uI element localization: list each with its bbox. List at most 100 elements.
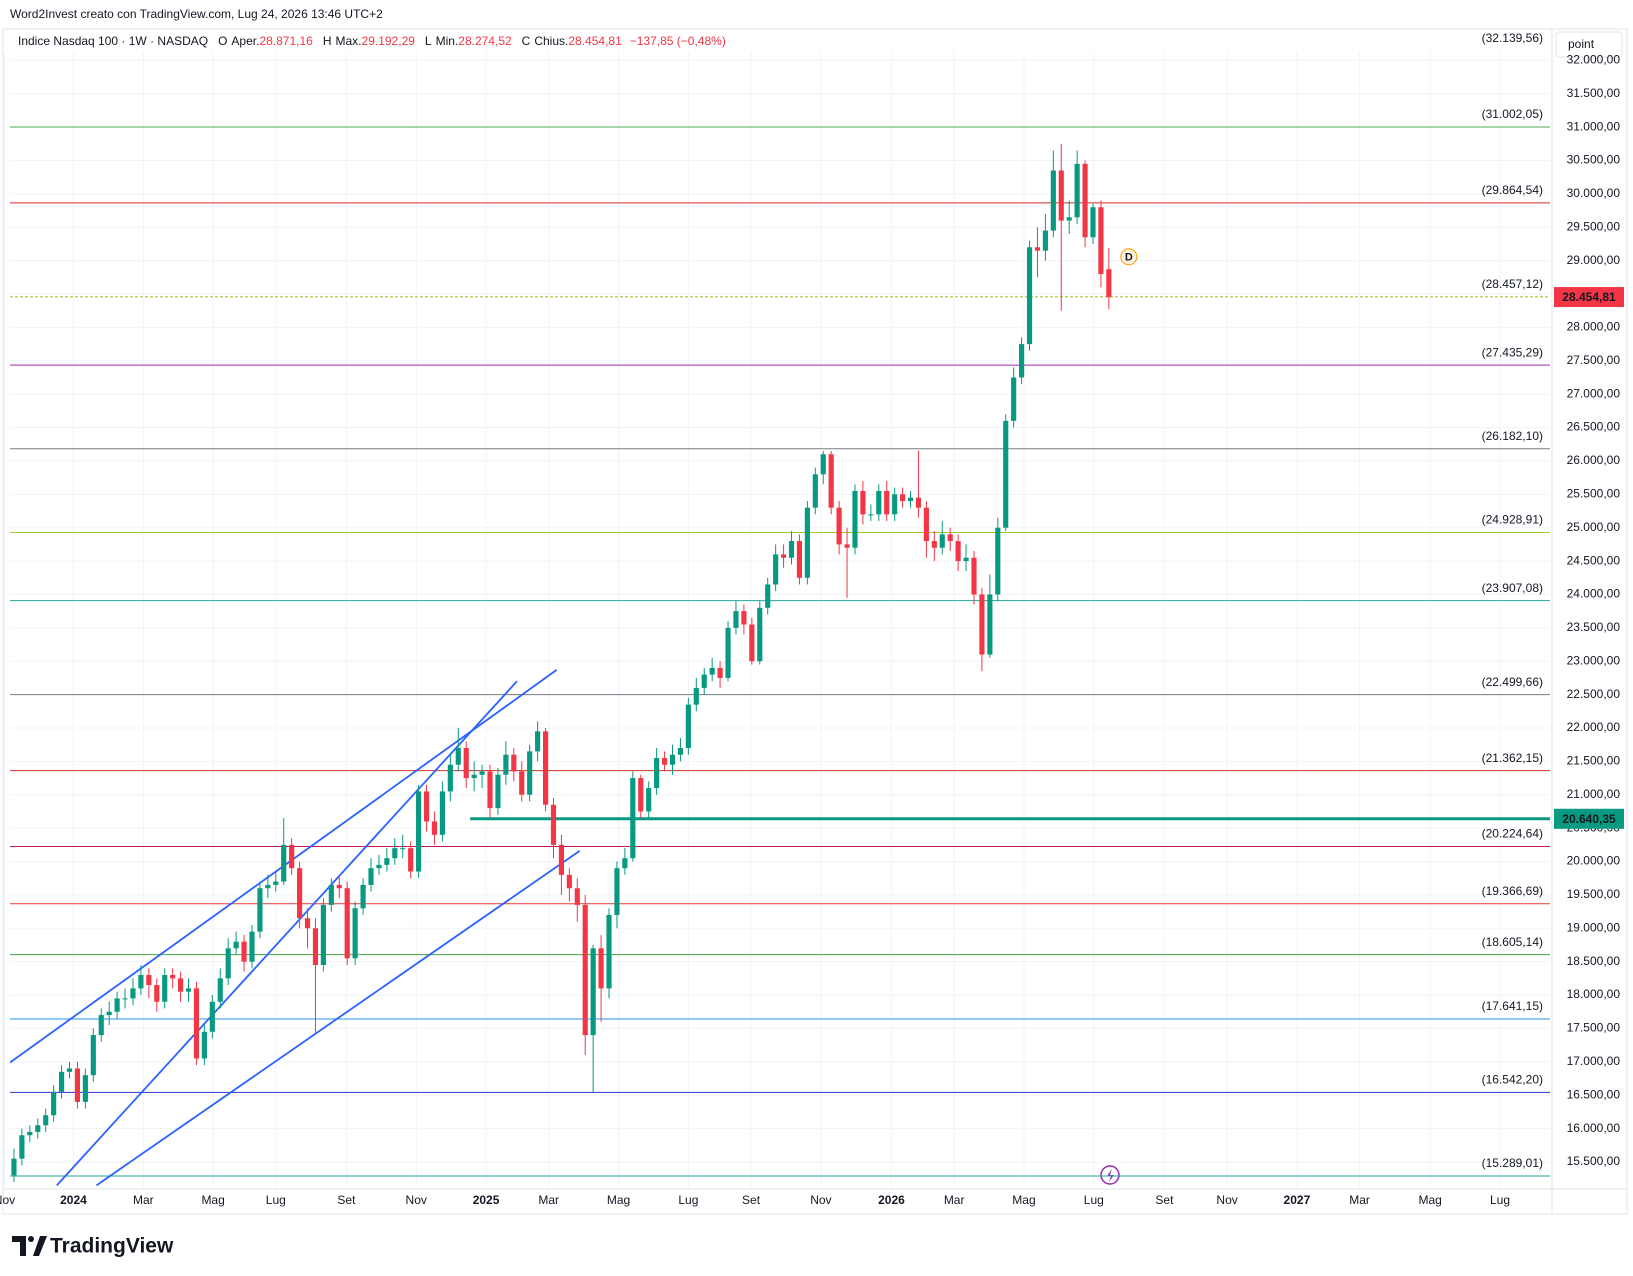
logo-icon bbox=[33, 1236, 47, 1256]
x-tick-label: Mag bbox=[201, 1193, 224, 1207]
candle-body bbox=[590, 948, 596, 1036]
candle-body bbox=[455, 748, 461, 765]
candle-body bbox=[408, 848, 414, 872]
candle-body bbox=[757, 607, 763, 662]
candle-body bbox=[90, 1035, 96, 1076]
logo-icon bbox=[12, 1236, 26, 1256]
candle-body bbox=[1019, 344, 1025, 378]
logo-text: TradingView bbox=[50, 1235, 174, 1258]
y-tick-label: 30.500,00 bbox=[1567, 153, 1621, 167]
candle-body bbox=[717, 667, 723, 678]
candle-body bbox=[622, 858, 628, 869]
y-tick-label: 22.500,00 bbox=[1567, 687, 1621, 701]
candle-body bbox=[725, 627, 731, 678]
candle-body bbox=[1026, 247, 1033, 345]
legend-close-label: 28.454,81 bbox=[568, 34, 622, 48]
candle-body bbox=[868, 514, 874, 516]
level-label: (27.435,29) bbox=[1482, 345, 1543, 359]
candle-body bbox=[193, 988, 200, 1059]
level-label: (31.002,05) bbox=[1482, 107, 1543, 121]
legend-high-label: 29.192,29 bbox=[362, 34, 416, 48]
candle-body bbox=[74, 1068, 81, 1102]
candle-body bbox=[542, 731, 549, 805]
event-marker bbox=[1120, 248, 1138, 266]
y-tick-label: 25.500,00 bbox=[1567, 486, 1621, 500]
candle-body bbox=[1090, 207, 1096, 238]
x-tick-label: Nov bbox=[1216, 1193, 1237, 1207]
candle-body bbox=[297, 868, 303, 919]
candle-body bbox=[844, 544, 850, 548]
legend-symbol: Indice Nasdaq 100 · 1W · NASDAQ bbox=[18, 34, 208, 48]
candle-body bbox=[638, 778, 644, 812]
candle-body bbox=[431, 821, 438, 835]
lightning-icon[interactable] bbox=[1100, 1165, 1120, 1185]
candle-body bbox=[225, 948, 231, 979]
candle-body bbox=[701, 674, 707, 688]
legend: Indice Nasdaq 100 · 1W · NASDAQ O Aper.28.… bbox=[18, 34, 726, 48]
header-text: Word2Invest creato con TradingView.com, … bbox=[10, 7, 383, 21]
level-label: (22.499,66) bbox=[1482, 675, 1543, 689]
candle-body bbox=[320, 904, 326, 966]
candle-body bbox=[1074, 163, 1080, 218]
candle-body bbox=[265, 884, 271, 889]
candle-body bbox=[178, 978, 184, 992]
last-price-box bbox=[1554, 287, 1624, 308]
scale-button-label[interactable]: point bbox=[1568, 37, 1595, 51]
y-tick-label: 16.000,00 bbox=[1567, 1121, 1621, 1135]
y-tick-label: 21.000,00 bbox=[1567, 787, 1621, 801]
x-tick-label: Mar bbox=[538, 1193, 559, 1207]
y-tick-label: 27.500,00 bbox=[1567, 353, 1621, 367]
candle-body bbox=[416, 791, 422, 872]
level-label: (28.457,12) bbox=[1482, 277, 1543, 291]
candle-body bbox=[852, 490, 858, 548]
logo[interactable]: TradingView bbox=[12, 1235, 174, 1258]
candle-body bbox=[661, 758, 668, 765]
x-tick-label: Mar bbox=[133, 1193, 154, 1207]
chart-frame bbox=[2, 28, 1628, 1215]
candle-body bbox=[693, 687, 699, 705]
trend-line bbox=[95, 850, 581, 1187]
candle-body bbox=[43, 1115, 49, 1126]
candle-body bbox=[503, 754, 509, 775]
candle-body bbox=[51, 1091, 57, 1116]
candle-body bbox=[249, 931, 255, 962]
candle-body bbox=[765, 584, 771, 608]
x-tick-label: Set bbox=[742, 1193, 761, 1207]
x-tick-label: Mag bbox=[607, 1193, 630, 1207]
candle-body bbox=[527, 751, 533, 795]
candle-body bbox=[749, 624, 755, 662]
level-label: (23.907,08) bbox=[1482, 581, 1543, 595]
y-tick-label: 31.500,00 bbox=[1567, 86, 1621, 100]
logo-icon bbox=[28, 1236, 34, 1242]
legend-high-key: H bbox=[323, 34, 332, 48]
candle-body bbox=[471, 774, 477, 779]
last-price-label: 28.454,81 bbox=[1562, 290, 1616, 304]
candle-body bbox=[558, 844, 564, 875]
level-label: (19.366,69) bbox=[1482, 884, 1543, 898]
y-tick-label: 18.500,00 bbox=[1567, 954, 1621, 968]
candle-body bbox=[876, 490, 882, 515]
candle-body bbox=[828, 454, 834, 508]
candle-body bbox=[511, 754, 517, 772]
candle-body bbox=[281, 844, 287, 882]
candle-body bbox=[439, 791, 445, 835]
candle-body bbox=[209, 1001, 215, 1032]
candle-body bbox=[392, 848, 398, 859]
candle-body bbox=[185, 988, 192, 992]
candle-body bbox=[35, 1125, 41, 1132]
level-label: (17.641,15) bbox=[1482, 999, 1543, 1013]
candle-body bbox=[598, 948, 604, 989]
candle-body bbox=[963, 557, 969, 562]
candle-body bbox=[1011, 377, 1017, 421]
x-tick-label: Nov bbox=[0, 1193, 15, 1207]
candle-body bbox=[677, 748, 684, 755]
candle-body bbox=[11, 1158, 17, 1176]
candle-body bbox=[884, 490, 890, 515]
y-tick-label: 24.500,00 bbox=[1567, 553, 1621, 567]
scale-button[interactable] bbox=[1555, 31, 1623, 58]
candle-body bbox=[384, 858, 390, 865]
candle-body bbox=[487, 771, 493, 809]
candle-body bbox=[614, 868, 620, 915]
candle-body bbox=[1042, 230, 1048, 251]
